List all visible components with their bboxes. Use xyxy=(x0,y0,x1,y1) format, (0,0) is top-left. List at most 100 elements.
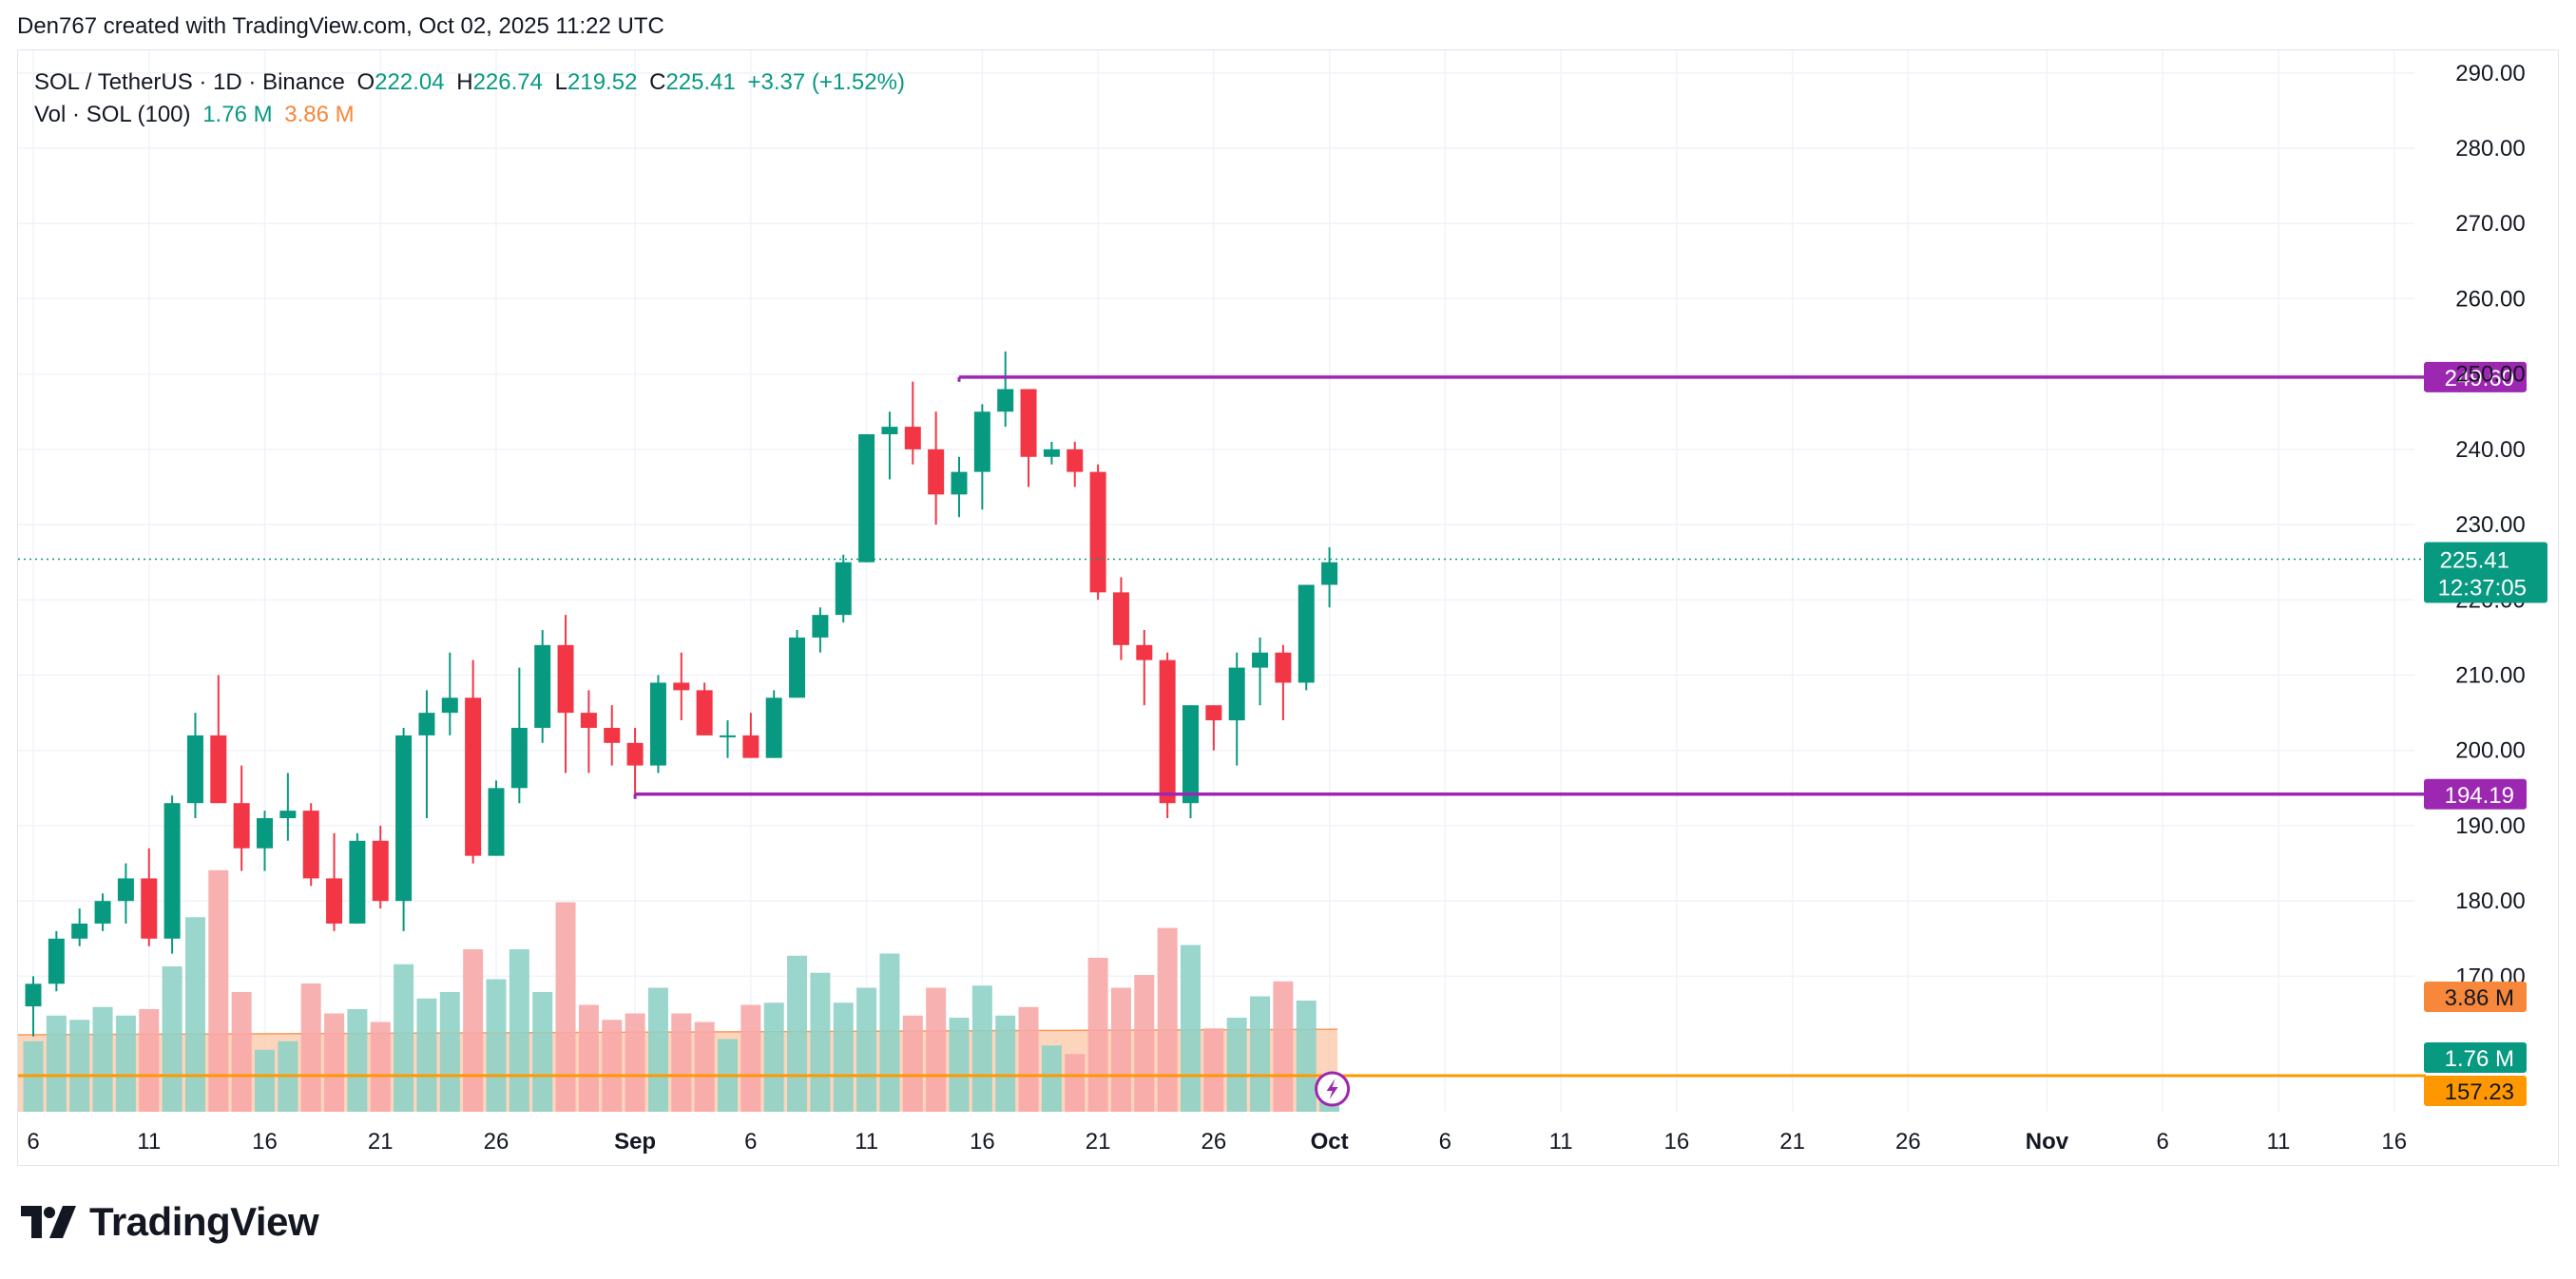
candle-body xyxy=(1298,584,1315,683)
candle-body xyxy=(210,735,227,804)
candle-body xyxy=(465,697,482,856)
volume-bar xyxy=(1110,987,1131,1112)
candle-body xyxy=(488,788,505,856)
time-axis-tick: 6 xyxy=(744,1129,757,1155)
volume-bar xyxy=(555,902,576,1112)
price-axis-tick: 180.00 xyxy=(2455,888,2525,914)
candle-body xyxy=(257,818,273,849)
volume-bar xyxy=(416,998,437,1112)
volume-bar xyxy=(926,987,947,1112)
time-axis-tick: 6 xyxy=(27,1129,39,1155)
time-axis-tick: 16 xyxy=(252,1129,278,1155)
volume-bar xyxy=(647,987,668,1112)
open-label: O222.04 xyxy=(356,69,444,95)
time-axis-tick: 16 xyxy=(2381,1129,2407,1155)
chart-pane[interactable] xyxy=(17,49,2559,1166)
candle-body xyxy=(1182,705,1199,804)
volume-bar xyxy=(69,1020,90,1112)
candle-body xyxy=(742,735,759,758)
reference-price-label: 157.23 xyxy=(2445,1079,2514,1105)
candle-body xyxy=(1321,562,1338,585)
close-value: 225.41 xyxy=(665,69,736,95)
volume-bar xyxy=(92,1006,113,1112)
candle-body xyxy=(1252,652,1269,668)
volume-label[interactable]: Vol · SOL (100) xyxy=(34,102,191,127)
volume-bar xyxy=(694,1021,715,1112)
volume-bar xyxy=(625,1013,645,1112)
volume-bar xyxy=(439,992,460,1112)
candle-body xyxy=(163,803,181,939)
high-letter: H xyxy=(456,69,473,95)
candle-body xyxy=(117,878,134,902)
candle-body xyxy=(997,389,1014,412)
chart-credit: Den767 created with TradingView.com, Oct… xyxy=(17,13,664,39)
time-axis-tick: 26 xyxy=(1895,1129,1921,1155)
volume-bar xyxy=(1018,1006,1039,1112)
candle-body xyxy=(71,923,88,939)
bar-countdown-label: 12:37:05 xyxy=(2438,575,2527,601)
candle-body xyxy=(765,697,782,758)
volume-bar xyxy=(1157,927,1178,1112)
volume-bar xyxy=(902,1015,923,1112)
time-axis-tick: Oct xyxy=(1311,1129,1349,1155)
candle-body xyxy=(973,411,990,472)
candle-body xyxy=(186,735,203,804)
level-price-label: 249.60 xyxy=(2445,366,2514,391)
last-price-label: 225.41 xyxy=(2440,547,2509,573)
volume-bar xyxy=(347,1009,368,1112)
candle-body xyxy=(720,735,736,737)
candle-body xyxy=(1067,449,1084,472)
volume-bar xyxy=(787,955,808,1112)
time-axis-tick: 11 xyxy=(137,1129,161,1155)
tradingview-logo[interactable]: TradingView xyxy=(21,1199,319,1245)
candle-body xyxy=(302,811,319,879)
candle-body xyxy=(395,735,413,902)
price-axis-tick: 190.00 xyxy=(2455,813,2525,839)
volume-ma-value: 3.86 M xyxy=(284,102,355,127)
volume-bar xyxy=(671,1013,692,1112)
price-axis-tick: 280.00 xyxy=(2455,136,2525,162)
volume-badge xyxy=(2424,1042,2527,1073)
volume-bar xyxy=(763,1002,784,1112)
high-label: H226.74 xyxy=(456,69,543,95)
volume-bar xyxy=(115,1015,136,1112)
candle-body xyxy=(25,983,42,1007)
low-value: 219.52 xyxy=(567,69,638,95)
candle-body xyxy=(881,427,898,435)
tradingview-logo-text: TradingView xyxy=(89,1199,319,1244)
candle-body xyxy=(1228,667,1245,721)
candle-body xyxy=(1136,644,1153,660)
volume-bar xyxy=(463,949,484,1112)
candle-body xyxy=(696,690,713,735)
open-letter: O xyxy=(356,69,375,95)
reference-price-badge xyxy=(2424,1076,2527,1106)
volume-bar xyxy=(231,992,252,1112)
volume-bar xyxy=(1273,981,1294,1112)
open-value: 222.04 xyxy=(375,69,445,95)
candle-body xyxy=(1275,652,1292,683)
candle-body xyxy=(951,471,968,495)
candle-body xyxy=(858,434,875,563)
candle-body xyxy=(904,427,921,449)
time-axis-tick: 21 xyxy=(1779,1129,1805,1155)
volume-bar xyxy=(949,1018,970,1112)
candle-body xyxy=(510,727,528,789)
symbol-label[interactable]: SOL / TetherUS · 1D · Binance xyxy=(34,69,345,95)
volume-bar xyxy=(1296,1001,1317,1112)
volume-bar xyxy=(162,966,183,1112)
price-axis-tick: 290.00 xyxy=(2455,61,2525,86)
candle-body xyxy=(649,682,666,766)
candle-body xyxy=(94,901,111,924)
candle-body xyxy=(1159,659,1176,804)
volume-bar xyxy=(532,992,553,1112)
time-axis-tick: 11 xyxy=(855,1129,878,1155)
candle-body xyxy=(604,727,621,743)
level-price-badge xyxy=(2424,778,2527,810)
price-axis-tick: 270.00 xyxy=(2455,211,2525,237)
time-axis-tick: 26 xyxy=(484,1129,509,1155)
candle-body xyxy=(673,682,690,691)
candle-body xyxy=(441,697,458,714)
candle-body xyxy=(141,878,158,939)
time-axis-tick: Nov xyxy=(2026,1129,2069,1155)
